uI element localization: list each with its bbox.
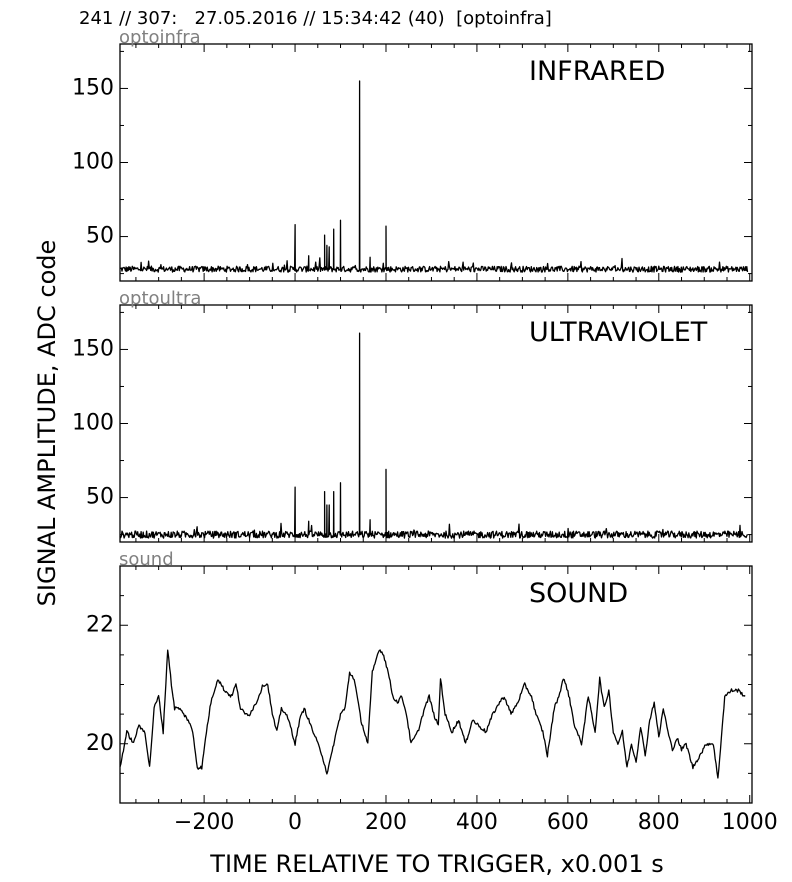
x-axis-label: TIME RELATIVE TO TRIGGER, x0.001 s: [209, 850, 663, 878]
y-tick-label: 50: [86, 224, 114, 249]
series-line-optoinfra: [119, 80, 749, 273]
y-tick-label: 150: [72, 75, 114, 100]
y-tick-label: 100: [72, 411, 114, 436]
y-tick-label: 22: [86, 612, 114, 637]
panel-tag: sound: [119, 549, 174, 570]
panel-title: ULTRAVIOLET: [529, 317, 708, 348]
x-tick-label: 600: [547, 810, 589, 835]
x-tick-label: 200: [365, 810, 407, 835]
x-tick-label: 400: [456, 810, 498, 835]
x-tick-label: −200: [174, 810, 234, 835]
y-tick-label: 50: [86, 485, 114, 510]
chart-header: 241 // 307: 27.05.2016 // 15:34:42 (40) …: [79, 8, 552, 29]
series-line-sound: [119, 649, 746, 779]
series-line-optoultra: [119, 332, 749, 539]
panel-tag: optoinfra: [119, 27, 201, 48]
y-axis-label: SIGNAL AMPLITUDE, ADC code: [33, 240, 61, 607]
y-tick-label: 100: [72, 150, 114, 175]
y-tick-label: 20: [86, 731, 114, 756]
x-tick-label: 0: [288, 810, 302, 835]
panel-title: SOUND: [529, 578, 628, 609]
y-tick-label: 150: [72, 336, 114, 361]
panel-tag: optoultra: [119, 288, 201, 309]
x-tick-label: 1000: [722, 810, 778, 835]
plot-frame: [119, 565, 753, 804]
panel-title: INFRARED: [529, 56, 665, 87]
x-tick-label: 800: [638, 810, 680, 835]
